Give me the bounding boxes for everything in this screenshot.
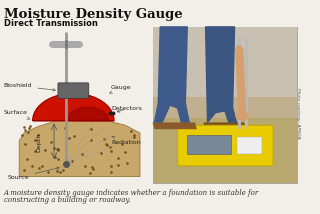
Text: Bioshield: Bioshield [4,83,55,91]
Text: A moisture density gauge indicates whether a foundation is suitable for: A moisture density gauge indicates wheth… [4,189,259,197]
Text: Radiation: Radiation [111,136,141,145]
Bar [187,135,231,154]
FancyBboxPatch shape [178,125,273,166]
Polygon shape [33,94,114,120]
Polygon shape [155,27,189,122]
Text: Depth: Depth [36,133,41,152]
Text: Direct Transmission: Direct Transmission [4,19,98,28]
Text: constructing a building or roadway.: constructing a building or roadway. [4,196,131,204]
Text: Source: Source [8,167,59,180]
Text: Moisture Density Gauge: Moisture Density Gauge [4,7,182,21]
Polygon shape [205,27,236,122]
FancyBboxPatch shape [58,83,89,98]
Bar [153,27,297,183]
Polygon shape [153,122,197,129]
Bar [153,117,297,183]
Bar [237,137,261,154]
Text: Surface: Surface [4,110,30,119]
Text: Gauge: Gauge [110,85,132,93]
Text: Photo courtesy: APNGA: Photo courtesy: APNGA [296,88,300,139]
Polygon shape [19,119,140,177]
Bar [153,27,297,97]
Text: Detectors: Detectors [111,106,142,112]
Polygon shape [68,107,114,120]
Polygon shape [204,122,246,129]
Ellipse shape [235,111,249,120]
